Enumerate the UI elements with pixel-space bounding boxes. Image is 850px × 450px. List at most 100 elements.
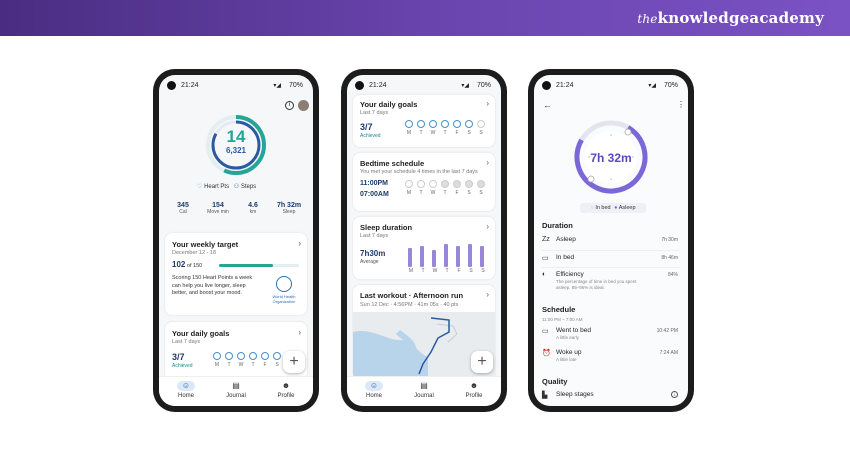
nav-label: Profile xyxy=(465,393,483,399)
row-subtext: The percentage of time in bed you spent … xyxy=(556,279,637,290)
nav-label: Home xyxy=(365,393,382,399)
camera-icon xyxy=(355,81,364,90)
legend-steps-label: Steps xyxy=(240,184,257,190)
add-button[interactable]: + xyxy=(471,351,493,373)
divider xyxy=(542,267,680,268)
goal-ring-icon xyxy=(441,120,449,128)
day-ring: T xyxy=(225,352,233,368)
day-label: S xyxy=(479,190,483,196)
row-value: 7:24 AM xyxy=(659,350,678,356)
card-title: Your weekly target xyxy=(172,240,239,249)
weekly-target-card[interactable]: Your weekly target › December 12 - 18 10… xyxy=(165,233,307,315)
chevron-right-icon: › xyxy=(298,239,301,248)
bedtime-end: 07:00AM xyxy=(360,191,389,198)
nav-profile[interactable]: ☻ Profile xyxy=(449,381,499,399)
row-value: 10:42 PM xyxy=(656,328,678,334)
sleep-stages-row[interactable]: ▙ Sleep stages i xyxy=(542,390,682,406)
chevron-right-icon: › xyxy=(298,328,301,337)
sleep-duration-value: 7h 32m xyxy=(590,151,632,165)
check-circle-icon xyxy=(465,180,473,188)
bedtime-start: 11:00PM xyxy=(360,180,389,187)
nav-home[interactable]: ☺ Home xyxy=(161,381,211,399)
header-banner: theknowledgeacademy xyxy=(0,0,850,36)
info-icon[interactable]: i xyxy=(285,101,294,110)
day-ring: S xyxy=(273,352,281,368)
card-title: Sleep duration xyxy=(360,223,413,232)
add-button[interactable]: + xyxy=(283,351,305,373)
stat-value: 345 xyxy=(177,202,189,209)
battery-level: 70% xyxy=(288,82,303,89)
goal-ring-icon xyxy=(237,352,245,360)
section-schedule: Schedule xyxy=(542,305,576,314)
goals-count: 3/7 xyxy=(172,352,185,362)
day-ring: W xyxy=(237,352,245,368)
day-label: T xyxy=(419,130,423,136)
stat-move: 154 Move min xyxy=(201,202,235,215)
chevron-right-icon: › xyxy=(486,99,489,108)
daily-goals-card[interactable]: Your daily goals › Last 7 days 3/7 Achie… xyxy=(353,95,495,147)
day-check: S xyxy=(465,180,473,196)
nav-label: Journal xyxy=(226,393,246,399)
sleep-bar xyxy=(408,248,412,267)
nav-journal[interactable]: ▤ Journal xyxy=(399,381,449,399)
asleep-row: Zz Asleep 7h 30m xyxy=(542,235,682,251)
progress-text: 102 of 150 xyxy=(172,260,202,269)
chevron-right-icon: › xyxy=(486,158,489,167)
day-label: F xyxy=(455,130,459,136)
phone-screen: 21:24 ▾◢ 70% Your daily goals › Last 7 d… xyxy=(347,75,501,406)
sleep-legend: ○ In bed ● Asleep xyxy=(580,203,646,213)
row-label: In bed xyxy=(556,254,575,261)
more-vert-icon[interactable]: ⋮ xyxy=(677,100,685,109)
row-label: Efficiency xyxy=(556,271,584,278)
nav-label: Profile xyxy=(277,393,295,399)
avatar[interactable] xyxy=(298,100,309,111)
bed-icon: ▭ xyxy=(542,328,549,335)
progress-bar-fill xyxy=(219,264,274,267)
sleep-duration-card[interactable]: Sleep duration › Last 7 days 7h30m Avera… xyxy=(353,217,495,279)
daily-goals-card[interactable]: Your daily goals › Last 7 days 3/7 Achie… xyxy=(165,322,307,380)
nav-journal[interactable]: ▤ Journal xyxy=(211,381,261,399)
day-label: T xyxy=(443,190,447,196)
card-subtitle: Last 7 days xyxy=(360,110,389,116)
stat-value: 154 xyxy=(212,202,224,209)
phone-screen: 21:24 ▾◢ 70% i 14 6,321 ♡ Heart Pts ⚇ St… xyxy=(159,75,313,406)
day-label: M xyxy=(406,190,412,196)
day-label: F xyxy=(455,190,459,196)
efficiency-icon: ◐ xyxy=(542,271,547,278)
camera-icon xyxy=(542,81,551,90)
goal-ring-icon xyxy=(213,352,221,360)
sleep-clock xyxy=(574,120,648,194)
goals-count-label: Achieved xyxy=(360,133,381,139)
status-bar: 21:24 ▾◢ 70% xyxy=(534,75,688,95)
sleep-bar xyxy=(468,244,472,267)
info-icon[interactable]: i xyxy=(671,391,678,398)
nav-home[interactable]: ☺ Home xyxy=(349,381,399,399)
day-check: F xyxy=(453,180,461,196)
day-check: M xyxy=(405,180,413,196)
day-label: W xyxy=(238,362,244,368)
day-check: S xyxy=(477,180,485,196)
bedtime-schedule-card[interactable]: Bedtime schedule › You met your schedule… xyxy=(353,153,495,211)
phone-sleep-detail: 21:24 ▾◢ 70% ← ⋮ 7h 32m ○ In bed ● Aslee… xyxy=(528,69,694,412)
goal-ring-icon xyxy=(453,120,461,128)
check-circle-icon xyxy=(417,180,425,188)
progress-bar xyxy=(219,264,299,267)
row-value: 7h 30m xyxy=(661,237,678,243)
activity-ring xyxy=(206,115,266,175)
alarm-icon: ⏰ xyxy=(542,350,551,357)
back-arrow-icon[interactable]: ← xyxy=(543,100,552,110)
nav-profile[interactable]: ☻ Profile xyxy=(261,381,311,399)
journal-icon: ▤ xyxy=(232,381,240,390)
sleep-average-label: Average xyxy=(360,259,379,265)
status-time: 21:24 xyxy=(556,82,574,89)
day-label: T xyxy=(445,268,449,274)
day-label: S xyxy=(467,130,471,136)
day-label: W xyxy=(432,268,438,274)
day-ring: S xyxy=(465,120,473,136)
day-label: S xyxy=(479,130,483,136)
status-bar: 21:24 ▾◢ 70% xyxy=(347,75,501,95)
woke-up-row: ⏰ Woke up 7:24 AM A little late xyxy=(542,348,682,364)
who-logo-text: World Health Organization xyxy=(272,294,296,304)
check-circle-icon xyxy=(405,180,413,188)
ring-legend: ♡ Heart Pts ⚇ Steps xyxy=(197,183,277,190)
